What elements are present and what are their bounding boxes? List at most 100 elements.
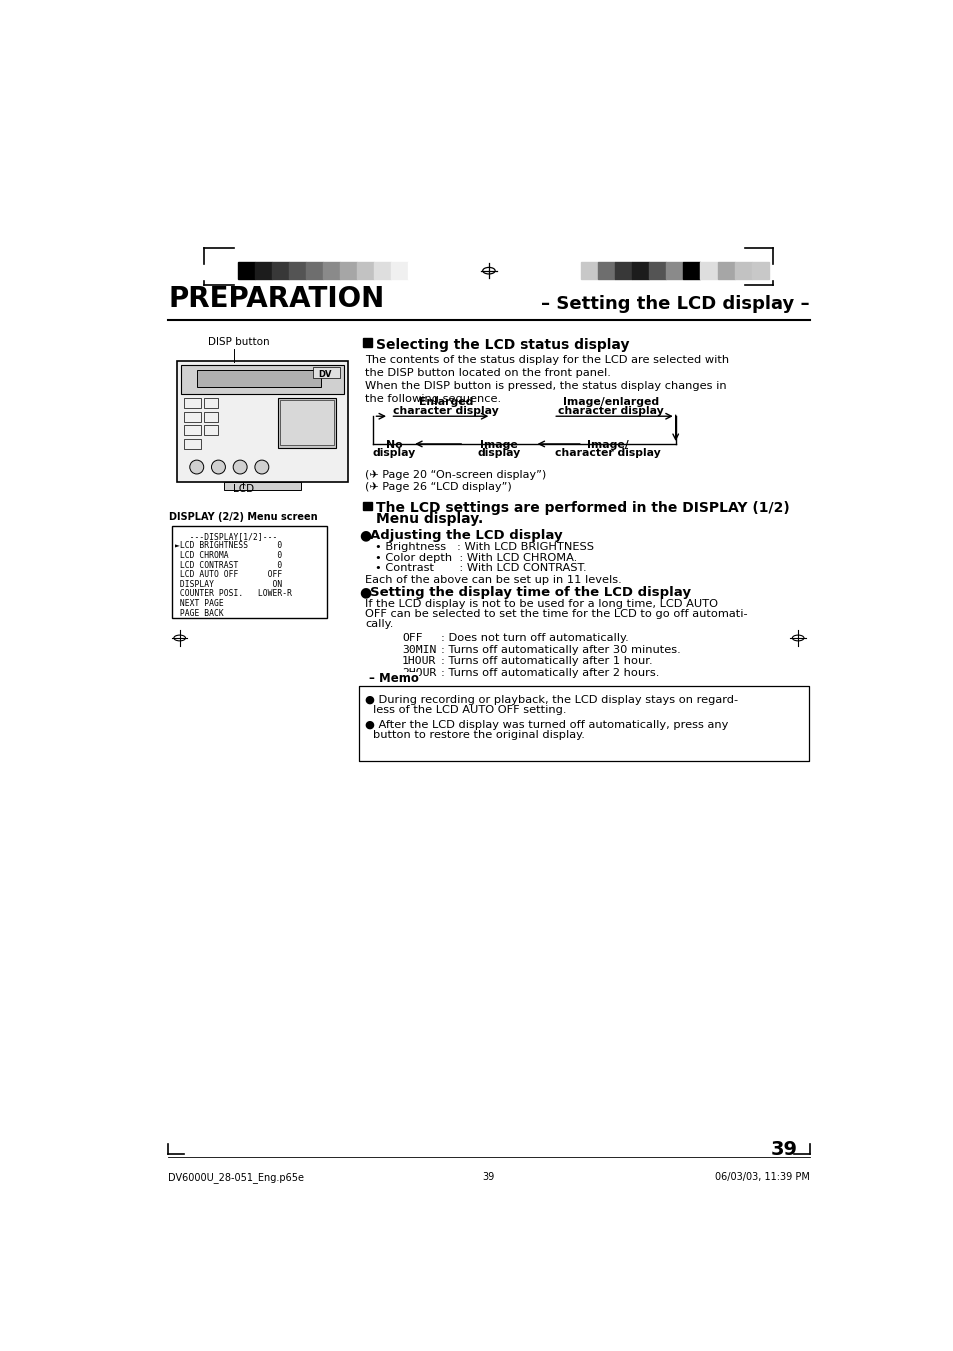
- Text: ●: ●: [359, 585, 372, 600]
- Bar: [700, 262, 717, 280]
- Text: DV6000U_28-051_Eng.p65e: DV6000U_28-051_Eng.p65e: [168, 1173, 304, 1183]
- Circle shape: [254, 461, 269, 474]
- Bar: [278, 397, 335, 447]
- Bar: [717, 262, 734, 280]
- Text: character display: character display: [554, 449, 659, 458]
- Bar: [408, 262, 425, 280]
- Bar: [177, 361, 348, 482]
- Text: 1HOUR: 1HOUR: [402, 657, 436, 666]
- Bar: [196, 370, 320, 386]
- Text: 06/03/03, 11:39 PM: 06/03/03, 11:39 PM: [714, 1173, 809, 1182]
- Bar: [204, 412, 218, 422]
- Bar: [254, 262, 272, 280]
- Bar: [183, 426, 200, 435]
- Text: (✈ Page 20 “On-screen display”): (✈ Page 20 “On-screen display”): [365, 470, 546, 480]
- Text: character display: character display: [558, 405, 663, 416]
- Text: OFF: OFF: [402, 634, 422, 643]
- Text: DV: DV: [318, 370, 332, 378]
- Bar: [632, 262, 649, 280]
- Text: button to restore the original display.: button to restore the original display.: [373, 731, 585, 740]
- Text: Image/: Image/: [586, 440, 628, 450]
- Circle shape: [190, 461, 204, 474]
- Text: display: display: [373, 449, 416, 458]
- Bar: [272, 262, 289, 280]
- Text: PREPARATION: PREPARATION: [168, 285, 384, 313]
- Text: Image/enlarged: Image/enlarged: [562, 397, 659, 408]
- Text: : Turns off automatically after 30 minutes.: : Turns off automatically after 30 minut…: [440, 644, 679, 655]
- Circle shape: [233, 461, 247, 474]
- Text: : Turns off automatically after 2 hours.: : Turns off automatically after 2 hours.: [440, 667, 659, 678]
- Bar: [751, 262, 768, 280]
- Bar: [183, 412, 200, 422]
- Text: Image: Image: [479, 440, 517, 450]
- Text: LCD CHROMA          0: LCD CHROMA 0: [174, 551, 282, 559]
- Text: less of the LCD AUTO OFF setting.: less of the LCD AUTO OFF setting.: [373, 705, 566, 715]
- Text: – Setting the LCD display –: – Setting the LCD display –: [540, 295, 809, 313]
- Bar: [615, 262, 632, 280]
- Text: The contents of the status display for the LCD are selected with
the DISP button: The contents of the status display for t…: [365, 354, 728, 378]
- Bar: [374, 262, 391, 280]
- Text: 30MIN: 30MIN: [402, 644, 436, 655]
- Bar: [172, 526, 327, 617]
- Bar: [363, 339, 372, 347]
- Bar: [313, 367, 340, 378]
- Text: PAGE BACK: PAGE BACK: [174, 609, 224, 617]
- Bar: [204, 397, 218, 408]
- Text: OFF can be selected to set the time for the LCD to go off automati-: OFF can be selected to set the time for …: [365, 609, 747, 619]
- Bar: [682, 262, 700, 280]
- Text: No: No: [386, 440, 402, 450]
- Text: : Does not turn off automatically.: : Does not turn off automatically.: [440, 634, 628, 643]
- Bar: [183, 397, 200, 408]
- Text: LCD AUTO OFF      OFF: LCD AUTO OFF OFF: [174, 570, 282, 580]
- Text: – Memo: – Memo: [369, 671, 418, 685]
- Text: If the LCD display is not to be used for a long time, LCD AUTO: If the LCD display is not to be used for…: [365, 598, 718, 609]
- Bar: [666, 262, 682, 280]
- Text: ---DISPLAY[1/2]---: ---DISPLAY[1/2]---: [174, 532, 277, 540]
- Text: ►LCD BRIGHTNESS      0: ►LCD BRIGHTNESS 0: [174, 542, 282, 550]
- Text: DISPLAY (2/2) Menu screen: DISPLAY (2/2) Menu screen: [169, 512, 317, 523]
- Text: Enlarged: Enlarged: [418, 397, 473, 408]
- Text: display: display: [476, 449, 520, 458]
- Text: Each of the above can be set up in 11 levels.: Each of the above can be set up in 11 le…: [365, 574, 621, 585]
- Text: DISPLAY            ON: DISPLAY ON: [174, 580, 282, 589]
- Text: 39: 39: [770, 1140, 797, 1159]
- Bar: [306, 262, 323, 280]
- Bar: [734, 262, 751, 280]
- Text: character display: character display: [393, 405, 498, 416]
- Text: • Brightness   : With LCD BRIGHTNESS: • Brightness : With LCD BRIGHTNESS: [375, 542, 594, 551]
- Bar: [181, 365, 344, 394]
- Text: 2HOUR: 2HOUR: [402, 667, 436, 678]
- Text: LCD CONTRAST        0: LCD CONTRAST 0: [174, 561, 282, 570]
- Text: Selecting the LCD status display: Selecting the LCD status display: [375, 338, 629, 351]
- Bar: [224, 482, 301, 490]
- Text: When the DISP button is pressed, the status display changes in
the following seq: When the DISP button is pressed, the sta…: [365, 381, 726, 404]
- Text: • Contrast       : With LCD CONTRAST.: • Contrast : With LCD CONTRAST.: [375, 563, 586, 573]
- Bar: [391, 262, 408, 280]
- Text: • Color depth  : With LCD CHROMA.: • Color depth : With LCD CHROMA.: [375, 553, 577, 562]
- Bar: [580, 262, 598, 280]
- Text: ● After the LCD display was turned off automatically, press any: ● After the LCD display was turned off a…: [365, 720, 727, 731]
- Text: LCD: LCD: [233, 484, 253, 493]
- Text: NEXT PAGE: NEXT PAGE: [174, 598, 224, 608]
- Bar: [356, 262, 374, 280]
- Bar: [359, 686, 808, 761]
- Text: Menu display.: Menu display.: [375, 512, 482, 527]
- Text: cally.: cally.: [365, 619, 393, 628]
- Bar: [289, 262, 306, 280]
- Text: Adjusting the LCD display: Adjusting the LCD display: [369, 528, 561, 542]
- Bar: [340, 262, 356, 280]
- Bar: [598, 262, 615, 280]
- Bar: [649, 262, 666, 280]
- Bar: [204, 426, 218, 435]
- Text: 39: 39: [482, 1173, 495, 1182]
- Text: Setting the display time of the LCD display: Setting the display time of the LCD disp…: [369, 585, 690, 598]
- Text: The LCD settings are performed in the DISPLAY (1/2): The LCD settings are performed in the DI…: [375, 501, 789, 515]
- Bar: [323, 262, 340, 280]
- Bar: [237, 262, 254, 280]
- Text: (✈ Page 26 “LCD display”): (✈ Page 26 “LCD display”): [365, 482, 511, 492]
- Text: ● During recording or playback, the LCD display stays on regard-: ● During recording or playback, the LCD …: [365, 694, 738, 705]
- Bar: [280, 400, 334, 446]
- Text: COUNTER POSI.   LOWER-R: COUNTER POSI. LOWER-R: [174, 589, 292, 598]
- Text: : Turns off automatically after 1 hour.: : Turns off automatically after 1 hour.: [440, 657, 652, 666]
- Circle shape: [212, 461, 225, 474]
